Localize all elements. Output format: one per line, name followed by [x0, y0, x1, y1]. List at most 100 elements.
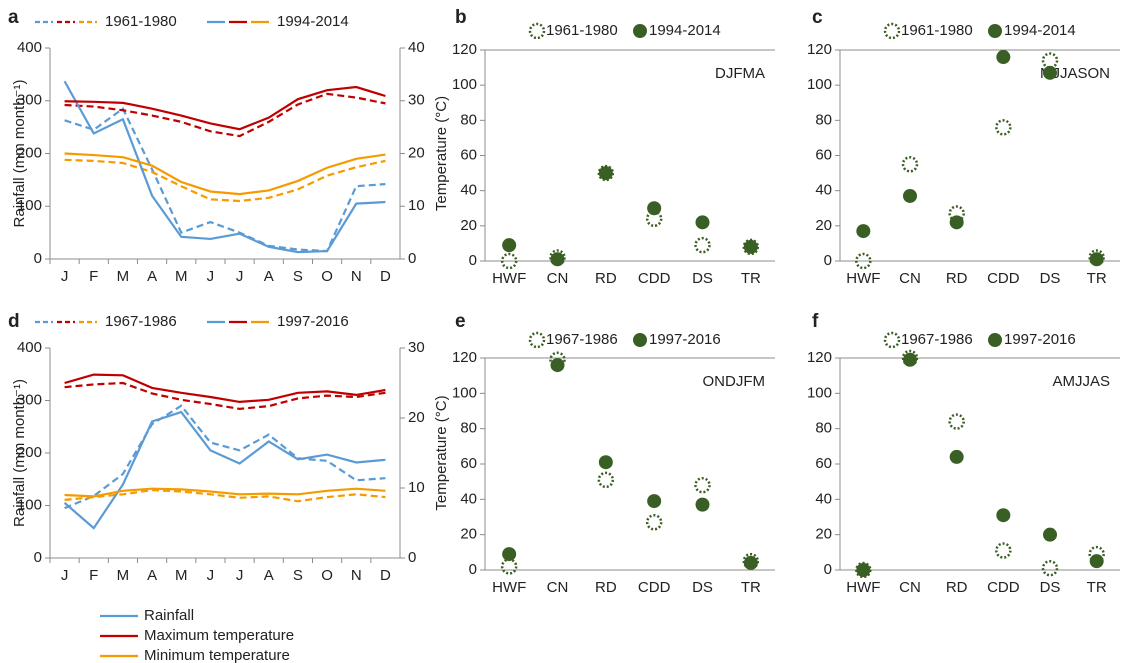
x-tick-label: A — [264, 268, 274, 285]
y2-tick-label: 10 — [408, 479, 425, 496]
legend-label: 1961-1980 — [901, 22, 973, 39]
legend-label: 1994-2014 — [649, 22, 721, 39]
y2-tick-label: 20 — [408, 409, 425, 426]
y2-tick-label: 10 — [408, 197, 425, 214]
legend-label: 1997-2016 — [1004, 331, 1076, 348]
data-point — [550, 358, 565, 373]
data-point — [550, 252, 565, 267]
legend-label: 1997-2016 — [277, 313, 349, 330]
x-tick-label: F — [89, 268, 98, 285]
legend-swatch — [633, 24, 647, 38]
legend-label: 1967-1986 — [901, 331, 973, 348]
y-tick-label: 300 — [17, 92, 42, 109]
y-tick-label: 0 — [824, 561, 832, 578]
y-tick-label: 20 — [460, 526, 477, 543]
x-tick-label: M — [117, 268, 130, 285]
x-tick-label: F — [89, 567, 98, 584]
y-tick-label: 0 — [469, 252, 477, 269]
data-point — [1088, 545, 1105, 563]
legend-swatch — [528, 22, 546, 40]
y2-tick-label: 40 — [408, 39, 425, 56]
x-tick-label: DS — [1040, 579, 1061, 596]
legend-label: 1967-1986 — [546, 331, 618, 348]
y-tick-label: 20 — [460, 217, 477, 234]
y2-tick-label: 0 — [408, 549, 416, 566]
y-tick-label: 120 — [807, 41, 832, 58]
y-axis-label: Rainfall (mm month⁻¹) — [11, 80, 28, 228]
data-point — [645, 514, 663, 531]
x-tick-label: J — [61, 567, 69, 584]
data-point — [948, 413, 965, 430]
x-tick-label: CDD — [987, 579, 1020, 596]
legend-label: Minimum temperature — [144, 647, 290, 663]
annotation: DJFMA — [715, 65, 765, 82]
y-tick-label: 40 — [815, 490, 832, 507]
data-point — [948, 205, 965, 222]
data-line — [63, 80, 386, 254]
panel-label: b — [455, 7, 467, 28]
legend-swatch — [883, 22, 901, 40]
x-tick-label: DS — [692, 579, 713, 596]
x-tick-label: S — [293, 567, 303, 584]
y-tick-label: 60 — [815, 455, 832, 472]
annotation: AMJJAS — [1052, 373, 1110, 390]
data-point — [500, 252, 518, 270]
y-tick-label: 400 — [17, 339, 42, 356]
legend-swatch — [528, 331, 546, 349]
data-point — [1043, 65, 1057, 80]
y-tick-label: 0 — [34, 250, 42, 267]
y2-tick-label: 30 — [408, 92, 425, 109]
y-tick-label: 200 — [17, 444, 42, 461]
x-tick-label: J — [61, 268, 69, 285]
legend-label: Rainfall — [144, 607, 194, 624]
panel-label: f — [812, 311, 819, 332]
x-tick-label: N — [351, 268, 362, 285]
y-tick-label: 100 — [17, 197, 42, 214]
data-line — [64, 92, 386, 138]
y-tick-label: 120 — [452, 349, 477, 366]
legend-label: 1961-1980 — [105, 13, 177, 30]
y-tick-label: 40 — [460, 490, 477, 507]
data-point — [647, 494, 662, 509]
x-tick-label: A — [264, 567, 274, 584]
y-tick-label: 100 — [807, 76, 832, 93]
data-point — [502, 547, 517, 562]
y-tick-label: 100 — [17, 496, 42, 513]
x-tick-label: A — [147, 567, 157, 584]
y-tick-label: 60 — [460, 455, 477, 472]
data-point — [597, 471, 615, 489]
y-tick-label: 300 — [17, 391, 42, 408]
legend-swatch — [883, 331, 901, 349]
x-tick-label: CDD — [638, 270, 671, 287]
data-point — [949, 215, 964, 230]
x-tick-label: TR — [1087, 270, 1107, 287]
data-point — [856, 563, 871, 577]
y-tick-label: 100 — [807, 384, 832, 401]
data-line — [64, 404, 386, 510]
data-point — [1041, 559, 1059, 577]
data-point — [598, 455, 613, 470]
data-line — [64, 373, 386, 404]
data-line — [64, 106, 386, 253]
data-point — [856, 224, 871, 239]
legend-label: 1994-2014 — [277, 13, 349, 30]
y-tick-label: 0 — [469, 561, 477, 578]
x-tick-label: CN — [547, 270, 569, 287]
y2-tick-label: 20 — [408, 144, 425, 161]
x-tick-label: M — [175, 268, 188, 285]
x-tick-label: N — [351, 567, 362, 584]
data-point — [1088, 249, 1105, 266]
y2-axis-label: Temperature (°C) — [433, 395, 450, 510]
y-tick-label: 120 — [807, 349, 832, 366]
data-point — [903, 188, 917, 203]
y-tick-label: 120 — [452, 41, 477, 58]
x-tick-label: TR — [741, 270, 761, 287]
panel-label: c — [812, 7, 823, 28]
x-tick-label: J — [236, 268, 244, 285]
data-point — [743, 555, 758, 570]
data-line — [64, 158, 386, 203]
x-tick-label: D — [380, 268, 391, 285]
data-point — [694, 476, 711, 494]
x-tick-label: J — [207, 268, 215, 285]
x-tick-label: CDD — [638, 579, 671, 596]
